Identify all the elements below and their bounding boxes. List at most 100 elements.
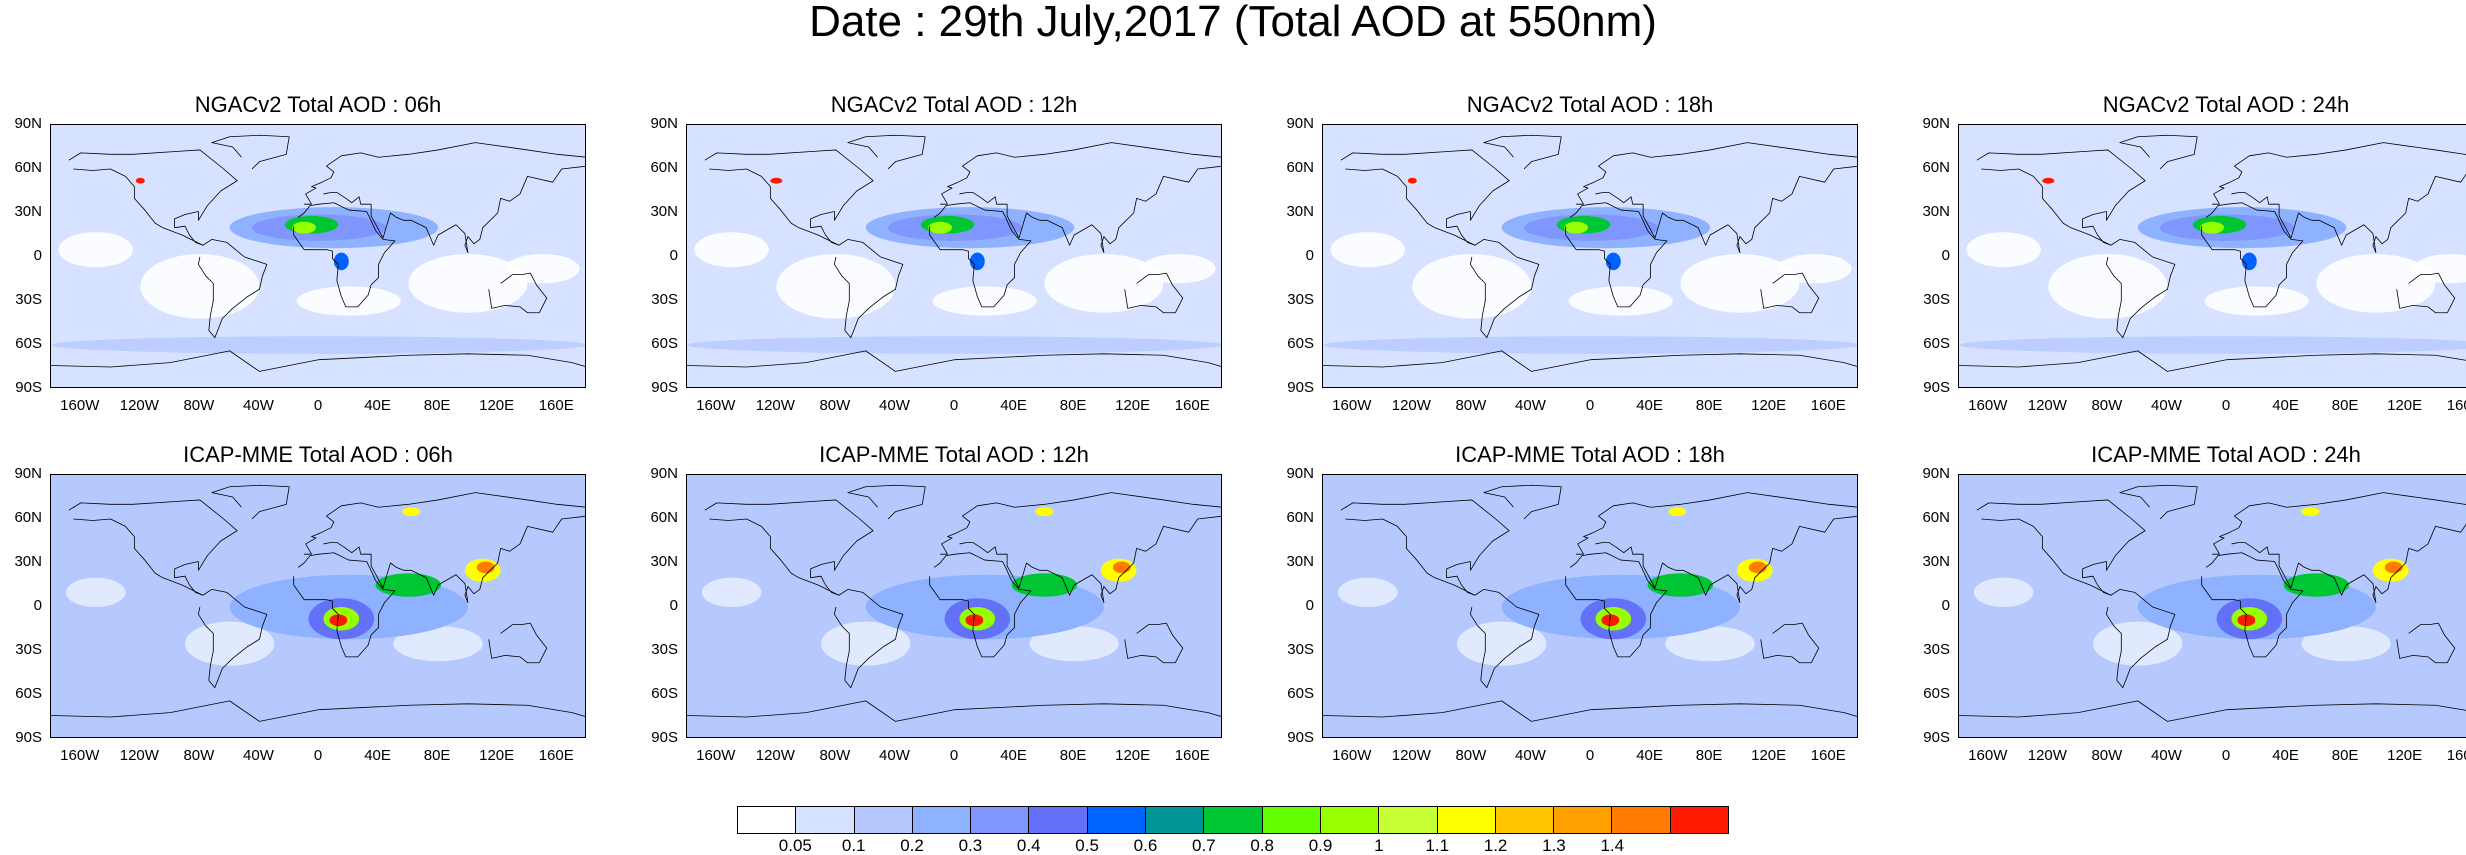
longitude-tick-label: 40W	[243, 747, 274, 764]
longitude-tick-label: 120W	[119, 397, 159, 414]
aod-field-svg	[1323, 475, 1857, 737]
latitude-tick-label: 90N	[1286, 115, 1314, 132]
longitude-tick-label: 40W	[1515, 747, 1546, 764]
aod-map	[686, 124, 1222, 388]
longitude-tick-label: 80W	[1455, 397, 1487, 414]
longitude-tick-label: 160W	[60, 747, 100, 764]
aod-map	[50, 124, 586, 388]
colorbar-label: 1	[1374, 836, 1384, 855]
longitude-tick-label: 0	[313, 397, 323, 414]
aod-field-svg	[51, 475, 585, 737]
colorbar-swatch	[1146, 807, 1205, 833]
map-panel: ICAP-MME Total AOD : 12h 90N 60N 30N 0 30S 60S…	[636, 442, 1246, 772]
latitude-tick-label: 30S	[15, 291, 42, 308]
longitude-tick-label: 120W	[1391, 747, 1431, 764]
longitude-tick-label: 40W	[879, 747, 910, 764]
latitude-tick-label: 0	[1305, 597, 1314, 614]
latitude-tick-label: 60N	[1922, 509, 1950, 526]
latitude-tick-label: 60S	[15, 685, 42, 702]
latitude-tick-label: 60N	[1922, 159, 1950, 176]
longitude-tick-label: 0	[313, 747, 323, 764]
longitude-tick-label: 120E	[2387, 747, 2423, 764]
colorbar-label: 1.4	[1600, 836, 1625, 855]
longitude-tick-label: 40E	[1000, 397, 1027, 414]
colorbar-swatch	[1612, 807, 1671, 833]
colorbar-swatch	[1320, 807, 1380, 833]
longitude-tick-label: 160E	[538, 747, 574, 764]
colorbar-swatch	[1437, 807, 1496, 833]
longitude-tick-label: 40W	[2151, 397, 2182, 414]
latitude-tick-label: 90S	[15, 379, 42, 396]
longitude-tick-label: 80E	[1059, 397, 1087, 414]
latitude-tick-label: 60S	[1923, 335, 1950, 352]
longitude-tick-label: 120E	[479, 397, 515, 414]
latitude-tick-label: 30N	[650, 553, 678, 570]
colorbar-label: 0.2	[900, 836, 924, 855]
aod-field-svg	[51, 125, 585, 387]
latitude-tick-label: 90N	[14, 465, 42, 482]
colorbar-label: 0.5	[1075, 836, 1099, 855]
colorbar-swatch	[1204, 807, 1263, 833]
map-panel: NGACv2 Total AOD : 12h 90N 60N 30N 0 30S 60S 90…	[636, 92, 1246, 422]
longitude-tick-label: 80W	[183, 397, 215, 414]
colorbar-swatch	[912, 807, 972, 833]
latitude-tick-label: 90N	[1922, 115, 1950, 132]
longitude-tick-label: 80W	[2091, 747, 2123, 764]
panel-title: ICAP-MME Total AOD : 06h	[183, 442, 453, 467]
longitude-tick-label: 80E	[1695, 747, 1723, 764]
longitude-tick-label: 80W	[819, 747, 851, 764]
longitude-tick-label: 80E	[423, 397, 451, 414]
longitude-tick-label: 40W	[243, 397, 274, 414]
longitude-tick-label: 160E	[1174, 397, 1210, 414]
colorbar-swatch	[1495, 807, 1555, 833]
colorbar-label: 0.9	[1308, 836, 1333, 855]
latitude-tick-label: 60S	[651, 685, 678, 702]
colorbar-label: 0.3	[958, 836, 983, 855]
latitude-tick-label: 30S	[15, 641, 42, 658]
map-panel: NGACv2 Total AOD : 18h 90N 60N 30N 0 30S 60S 90…	[1272, 92, 1882, 422]
map-panel: ICAP-MME Total AOD : 24h 90N 60N 30N 0 30S 60S…	[1908, 442, 2466, 772]
latitude-tick-label: 90N	[650, 465, 678, 482]
aod-field-svg	[1323, 125, 1857, 387]
latitude-tick-label: 30S	[1287, 291, 1314, 308]
longitude-tick-label: 120E	[479, 747, 515, 764]
colorbar-swatch	[1670, 807, 1729, 833]
aod-map	[1958, 474, 2466, 738]
colorbar-swatch	[971, 807, 1030, 833]
panel-title: ICAP-MME Total AOD : 24h	[2091, 442, 2361, 467]
longitude-tick-label: 80E	[1059, 747, 1087, 764]
latitude-tick-label: 90N	[1922, 465, 1950, 482]
latitude-tick-label: 30S	[1923, 641, 1950, 658]
latitude-tick-label: 60N	[14, 159, 42, 176]
latitude-tick-label: 0	[33, 597, 42, 614]
longitude-tick-label: 120E	[1751, 397, 1787, 414]
aod-field-svg	[1959, 125, 2466, 387]
latitude-tick-label: 30S	[1287, 641, 1314, 658]
latitude-tick-label: 0	[1941, 597, 1950, 614]
longitude-tick-label: 80W	[1455, 747, 1487, 764]
longitude-tick-label: 120W	[1391, 397, 1431, 414]
map-panel: NGACv2 Total AOD : 24h 90N 60N 30N 0 30S 60S 90…	[1908, 92, 2466, 422]
longitude-tick-label: 160E	[2446, 397, 2466, 414]
longitude-tick-label: 160W	[1968, 747, 2008, 764]
colorbar-label: 1.1	[1425, 836, 1450, 855]
latitude-tick-label: 90S	[651, 379, 678, 396]
latitude-tick-label: 0	[669, 247, 678, 264]
longitude-tick-label: 120W	[755, 397, 795, 414]
latitude-tick-label: 90N	[1286, 465, 1314, 482]
longitude-tick-label: 80W	[2091, 397, 2123, 414]
panel-title: NGACv2 Total AOD : 12h	[830, 92, 1078, 117]
longitude-tick-label: 160E	[1174, 747, 1210, 764]
latitude-tick-label: 90N	[650, 115, 678, 132]
longitude-tick-label: 40E	[364, 397, 391, 414]
latitude-tick-label: 90N	[14, 115, 42, 132]
latitude-tick-label: 60N	[1286, 159, 1314, 176]
latitude-tick-label: 90S	[1923, 729, 1950, 746]
map-panel: ICAP-MME Total AOD : 18h 90N 60N 30N 0 30S 60S…	[1272, 442, 1882, 772]
latitude-tick-label: 90S	[15, 729, 42, 746]
latitude-tick-label: 90S	[1923, 379, 1950, 396]
aod-map	[686, 474, 1222, 738]
latitude-tick-label: 60S	[651, 335, 678, 352]
longitude-tick-label: 120W	[755, 747, 795, 764]
longitude-tick-label: 80E	[2331, 747, 2359, 764]
